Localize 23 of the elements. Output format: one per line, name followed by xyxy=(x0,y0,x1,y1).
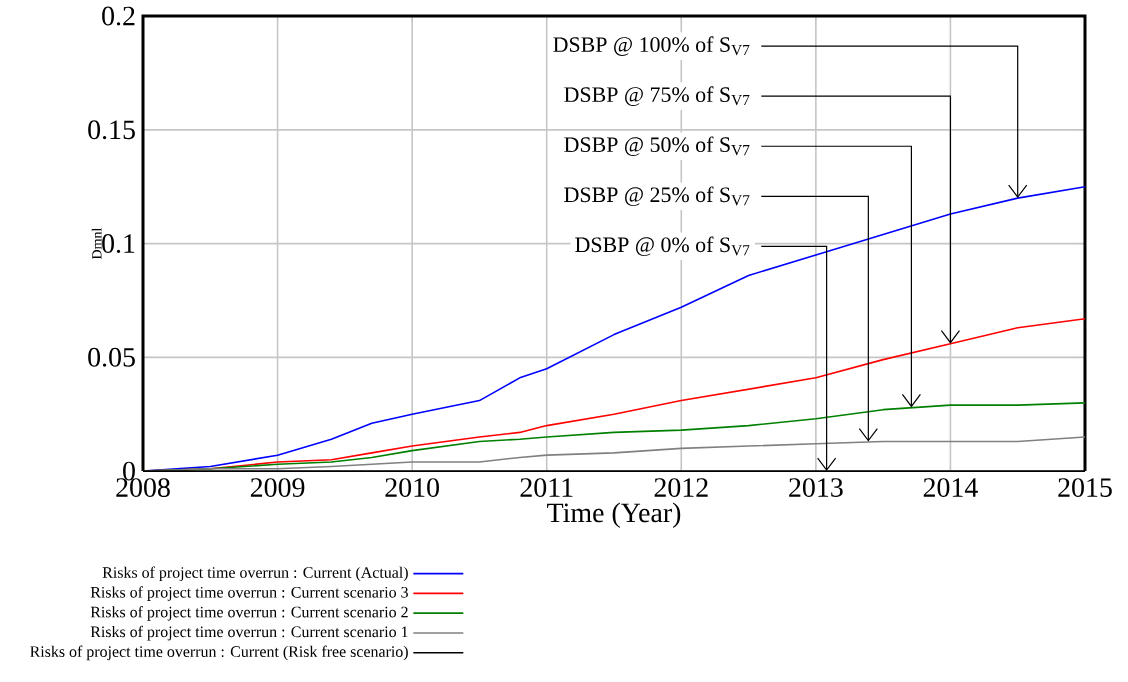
legend-label: Risks of project time overrun : Current (Actual) xyxy=(102,566,408,582)
annotation: DSBP @ 0% of S$_{V7}$ xyxy=(575,236,750,257)
legend-label: Risks of project time overrun : Current (Risk free scenario) xyxy=(30,645,408,661)
x-axis-title: Time (Year) xyxy=(547,502,681,528)
y-tick-label: 0.05 xyxy=(88,347,135,367)
y-tick-label: 0.1 xyxy=(102,234,135,254)
x-tick-label: 2013 xyxy=(789,478,843,497)
legend-label: Risks of project time overrun : Current scenario 3 xyxy=(90,586,408,601)
x-tick-label: 2009 xyxy=(250,478,305,497)
y-tick-label: 0.15 xyxy=(88,120,135,140)
y-tick-label: 0.2 xyxy=(102,6,135,26)
legend-label: Risks of project time overrun : Current scenario 1 xyxy=(90,625,408,641)
annotation: DSBP @ 50% of S$_{V7}$ xyxy=(564,136,750,156)
x-tick-label: 2012 xyxy=(654,478,708,497)
legend-label: Risks of project time overrun : Current scenario 2 xyxy=(90,606,408,621)
annotation: DSBP @ 100% of S$_{V7}$ xyxy=(553,36,750,56)
x-tick-label: 2010 xyxy=(385,478,439,497)
x-tick-label: 2015 xyxy=(1058,478,1112,497)
y-axis-title: Dmnl xyxy=(91,227,102,260)
x-tick-label: 2011 xyxy=(520,478,573,497)
x-tick-label: 2014 xyxy=(923,478,978,497)
annotation: DSBP @ 75% of S$_{V7}$ xyxy=(564,86,750,106)
annotation: DSBP @ 25% of S$_{V7}$ xyxy=(564,186,750,207)
